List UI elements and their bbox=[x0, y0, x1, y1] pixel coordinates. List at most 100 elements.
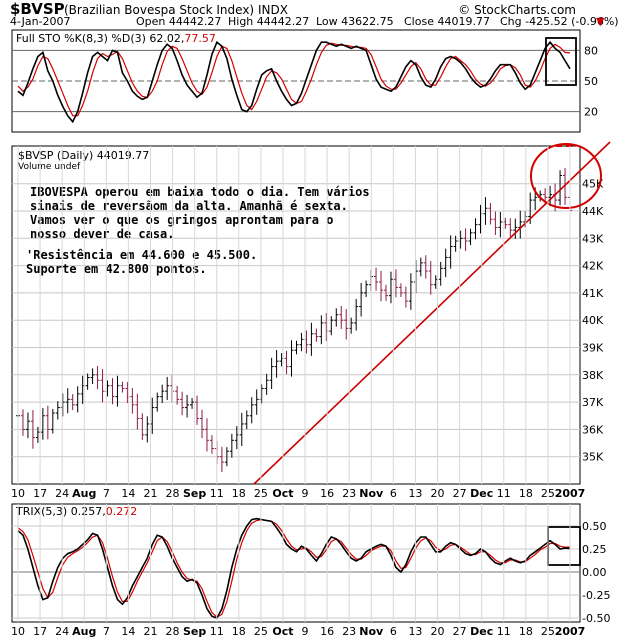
price-bar bbox=[20, 409, 25, 436]
price-bar bbox=[508, 218, 513, 237]
annotation-line: nosso dever de casa. bbox=[30, 227, 175, 241]
date-tick-label: 10 bbox=[11, 625, 25, 638]
date-tick-label: 27 bbox=[453, 487, 467, 500]
price-bar bbox=[284, 350, 289, 375]
date-tick-label: 11 bbox=[497, 625, 511, 638]
date-tick-label: 7 bbox=[103, 625, 110, 638]
index-name: (Brazilian Bovespa Stock Index) INDX bbox=[64, 3, 288, 17]
trix-line bbox=[17, 517, 571, 619]
price-bar bbox=[563, 167, 568, 205]
price-bar bbox=[483, 197, 488, 225]
price-bar bbox=[398, 283, 403, 297]
date-tick-label: 13 bbox=[408, 625, 422, 638]
price-bar bbox=[85, 373, 90, 390]
date-tick-label: 24 bbox=[55, 625, 69, 638]
quote-low: Low 43622.75 bbox=[316, 15, 394, 28]
date-tick-label: 23 bbox=[342, 625, 356, 638]
source-credit[interactable]: © StockCharts.com bbox=[458, 3, 576, 17]
price-bar bbox=[269, 357, 274, 390]
date-tick-label: Dec bbox=[470, 487, 493, 500]
date-tick-label: 20 bbox=[431, 487, 445, 500]
date-tick-label: 14 bbox=[121, 625, 135, 638]
price-bar bbox=[120, 381, 125, 393]
price-bar bbox=[115, 375, 120, 407]
price-bar bbox=[110, 378, 115, 405]
price-bar bbox=[100, 369, 105, 403]
date-axis-bottom: 10 17 24 Aug 7 14 21 28 Sep 11 18 25 Oct 9 16 23 Nov 6 13 2… bbox=[11, 504, 585, 638]
price-bar bbox=[145, 416, 150, 443]
price-tick-label: 38K bbox=[582, 369, 604, 382]
price-bar bbox=[354, 298, 359, 331]
price-tick-label: 36K bbox=[582, 423, 604, 436]
price-bar bbox=[403, 286, 408, 308]
price-bar bbox=[35, 426, 40, 443]
date-tick-label: 17 bbox=[33, 625, 47, 638]
stochastic-tick-label: 20 bbox=[584, 106, 598, 119]
date-tick-label: 14 bbox=[121, 487, 135, 500]
date-tick-label: 27 bbox=[453, 625, 467, 638]
price-bar bbox=[513, 218, 518, 239]
date-tick-label: 25 bbox=[254, 625, 268, 638]
price-bar bbox=[453, 235, 458, 252]
quote-close: Close 44019.77 bbox=[404, 15, 490, 28]
price-bar bbox=[200, 409, 204, 439]
price-bar bbox=[548, 185, 553, 207]
price-bar bbox=[493, 211, 498, 235]
date-tick-label: 25 bbox=[254, 487, 268, 500]
price-bar bbox=[55, 401, 60, 420]
price-bar bbox=[463, 228, 468, 251]
price-bar bbox=[90, 368, 95, 384]
price-bar bbox=[180, 391, 185, 416]
date-tick-label: 9 bbox=[302, 625, 309, 638]
price-bar bbox=[448, 235, 453, 269]
price-bar bbox=[418, 257, 423, 277]
price-bar bbox=[160, 384, 165, 404]
price-bar bbox=[95, 366, 100, 390]
price-bar bbox=[209, 435, 214, 454]
price-bar bbox=[374, 267, 379, 291]
date-tick-label: 28 bbox=[166, 487, 180, 500]
date-tick-label: Dec bbox=[470, 625, 493, 638]
date-tick-label: 11 bbox=[210, 625, 224, 638]
price-bar bbox=[65, 388, 70, 414]
price-bar bbox=[40, 408, 45, 440]
price-bar bbox=[393, 269, 398, 298]
price-bar bbox=[379, 270, 384, 302]
trix-panel: TRIX(5,3) 0.257,0.272 0.50 0.25 0.00 -0.25 -… bbox=[11, 503, 610, 625]
date-tick-label: Oct bbox=[272, 487, 293, 500]
date-tick-label: 18 bbox=[232, 487, 246, 500]
resistance-note: 'Resistência em 44.600 e 45.500. bbox=[26, 248, 257, 262]
price-bar bbox=[384, 284, 388, 301]
date-tick-label: 21 bbox=[143, 625, 157, 638]
price-bar bbox=[254, 389, 259, 415]
price-bar bbox=[155, 392, 160, 412]
price-bar bbox=[140, 413, 145, 441]
date-tick-label: 25 bbox=[541, 625, 555, 638]
date-tick-label: 20 bbox=[431, 625, 445, 638]
price-bar bbox=[329, 316, 334, 336]
date-tick-label: 11 bbox=[497, 487, 511, 500]
date-tick-label: 18 bbox=[232, 625, 246, 638]
price-tick-label: 39K bbox=[582, 342, 604, 355]
price-bar bbox=[45, 405, 50, 440]
price-tick-label: 41K bbox=[582, 287, 604, 300]
price-bar bbox=[130, 387, 135, 414]
price-label: $BVSP (Daily) 44019.77 bbox=[18, 149, 149, 162]
price-bar bbox=[334, 308, 339, 327]
stochastic-highlight-box bbox=[545, 37, 577, 86]
price-bar bbox=[359, 282, 364, 317]
annotation-line: Vamos ver o que os gringos aprontam para… bbox=[30, 213, 333, 227]
stochastic-tick-label: 50 bbox=[584, 75, 598, 88]
trix-signal-line bbox=[17, 518, 571, 618]
price-bar bbox=[408, 273, 413, 310]
date-tick-label: 16 bbox=[320, 487, 334, 500]
support-note: Suporte em 42.800 pontos. bbox=[26, 262, 207, 276]
price-bar bbox=[438, 261, 443, 286]
price-bar bbox=[239, 412, 244, 446]
price-bar bbox=[344, 309, 349, 340]
price-tick-label: 40K bbox=[582, 314, 604, 327]
price-bar bbox=[249, 397, 254, 424]
date-tick-label: 11 bbox=[210, 487, 224, 500]
date-tick-label: Aug bbox=[72, 625, 96, 638]
